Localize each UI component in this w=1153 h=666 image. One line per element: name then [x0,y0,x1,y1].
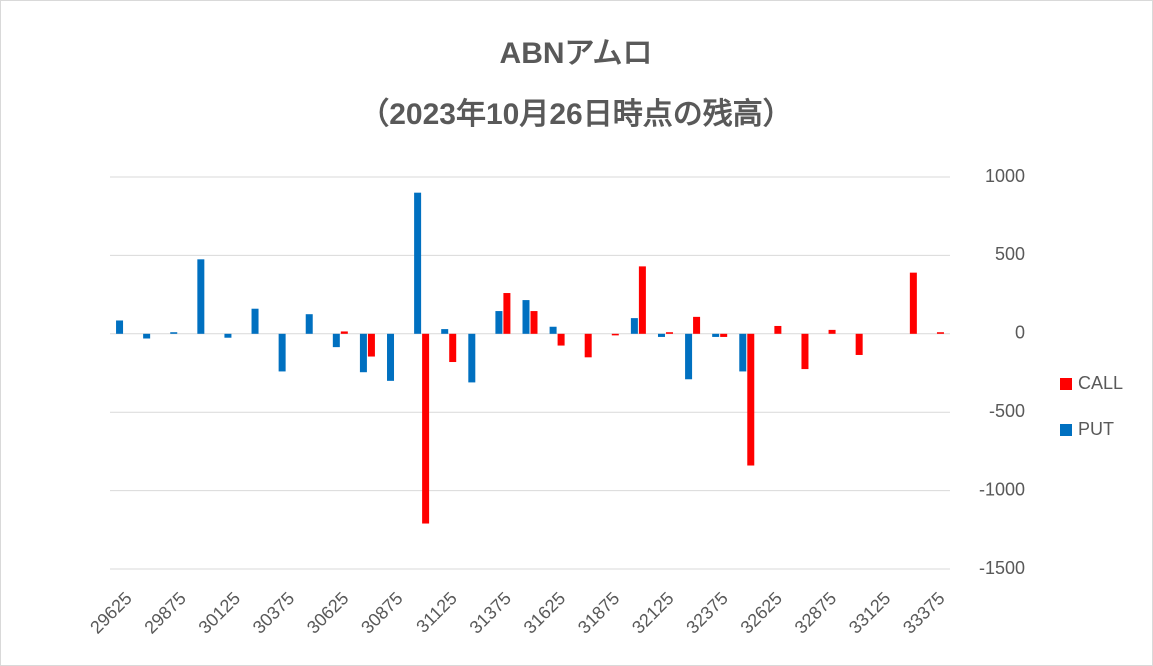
bar [712,333,720,337]
bar [340,331,348,334]
chart-title: ABNアムロ [500,37,653,70]
legend-label: CALL [1078,373,1123,393]
bar [278,333,286,372]
bar [584,333,592,358]
bar [143,333,151,339]
bar [720,333,728,337]
bar [367,333,375,357]
bar [468,333,476,383]
bar [449,333,457,363]
bar [801,333,809,370]
bar [359,333,367,373]
bar [495,311,503,334]
bar [170,332,178,334]
chart-subtitle: （2023年10月26日時点の残高） [359,97,792,131]
bar [332,333,340,348]
legend-swatch [1060,378,1072,390]
bar [305,314,313,334]
bar [387,333,395,381]
bar [503,293,511,334]
bar [665,332,673,334]
bar [685,333,693,380]
y-tick-label: -1500 [979,558,1025,578]
y-tick-label: 0 [1015,323,1025,343]
bar [936,332,944,334]
bar [774,325,782,334]
y-tick-label: 500 [995,244,1025,264]
bar [441,329,449,334]
y-tick-label: -500 [989,401,1025,421]
bar [422,333,430,524]
bar [116,320,124,334]
bar [557,333,565,346]
bar [224,333,232,338]
bar [855,333,863,355]
bar [522,300,530,334]
bar [197,259,205,334]
bar [739,333,747,372]
bar [828,329,836,334]
bar [747,333,755,466]
bar [630,318,638,334]
bar [530,311,538,334]
legend-swatch [1060,424,1072,436]
y-tick-label: -1000 [979,479,1025,499]
bar [657,333,665,337]
bar [693,316,701,334]
bar [909,272,917,334]
bar [251,308,259,334]
bar [638,266,646,334]
bar [611,333,619,336]
legend-label: PUT [1078,419,1114,439]
bar [414,192,422,334]
bar [549,326,557,334]
y-tick-label: 1000 [985,166,1025,186]
